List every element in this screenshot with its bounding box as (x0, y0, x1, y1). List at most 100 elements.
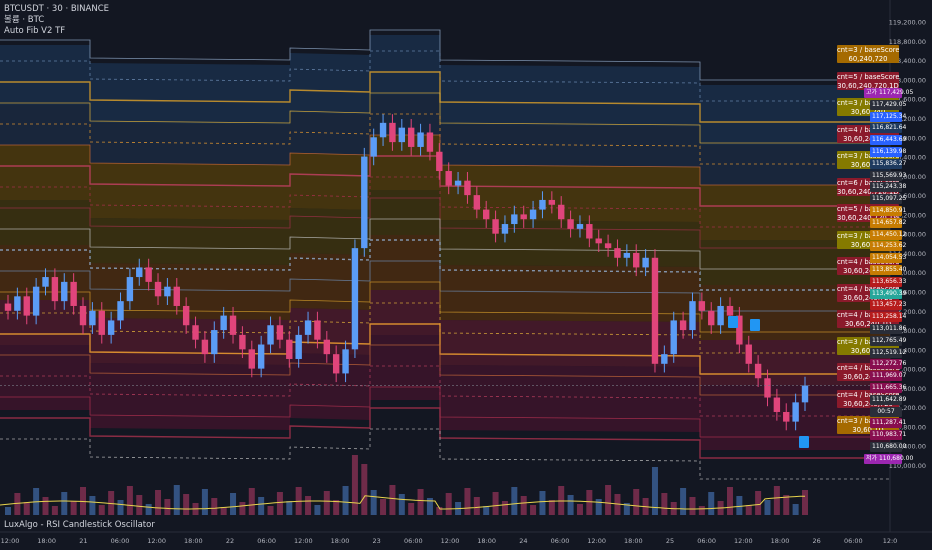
candle-body (267, 325, 274, 345)
candle-body (436, 151, 443, 172)
fib-level-line (0, 344, 890, 396)
oscillator-line (0, 495, 806, 510)
volume-bar (220, 507, 227, 515)
time-axis-tick: 12:00 (147, 537, 166, 545)
tag-line2: 30,60,240 (850, 108, 886, 116)
candle-body (51, 277, 59, 302)
candle-body (32, 286, 40, 316)
price-label: 113,258.14 (870, 312, 907, 323)
price-label: 115,836.27 (870, 158, 907, 169)
fib-zone (0, 35, 890, 145)
fib-level-line (0, 281, 890, 333)
volume-bar (661, 493, 668, 515)
tag-line1: cnt=3 / baseScore= (837, 337, 899, 346)
fib-zone (0, 335, 890, 450)
symbol-title[interactable]: BTCUSDT · 30 · BINANCE (4, 4, 110, 14)
candle-body (726, 305, 734, 316)
volume-bar (492, 492, 499, 515)
candle-body (529, 209, 537, 220)
oscillator-title[interactable]: LuxAlgo - RSI Candlestick Oscillator (4, 520, 155, 530)
autofib-indicator-title[interactable]: Auto Fib V2 TF (4, 26, 66, 36)
tag-line2: 30,60,240,720 (843, 399, 893, 408)
candle-body (773, 397, 781, 412)
time-axis-tick: 12:0 (883, 537, 898, 545)
volume-bar (783, 495, 790, 515)
time-axis-tick: 18:00 (37, 537, 56, 545)
price-label: 113,457.23 (870, 300, 907, 311)
volume-bar (155, 490, 162, 515)
candle-body (182, 305, 190, 326)
candle-body (745, 344, 752, 364)
price-axis-tick: 110,400.00 (889, 443, 926, 451)
volume-bar (61, 492, 68, 515)
volume-bar (389, 485, 396, 515)
time-axis-tick: 12:00 (441, 537, 460, 545)
price-label: 115,243.38 (870, 182, 907, 193)
candle-body (614, 248, 621, 258)
price-axis-tick: 117,200.00 (889, 115, 926, 123)
volume-bar (558, 486, 565, 515)
volume-bar (126, 486, 133, 515)
volume-bar (89, 496, 96, 515)
candle-body (417, 132, 424, 147)
fib-level-line (0, 323, 890, 375)
volume-bar (267, 506, 274, 515)
price-label: 113,656.33 (870, 276, 907, 287)
tag-line2: 30,60,720 (850, 346, 886, 355)
volume-bar (370, 490, 377, 515)
volume-bar (201, 489, 208, 515)
fib-level-line (0, 239, 890, 291)
candle-body (698, 301, 706, 311)
volume-indicator-title[interactable]: 볼륨 · BTC (4, 15, 45, 25)
price-label: 115,097.25 (870, 194, 907, 205)
volume-bar (136, 495, 143, 515)
tag-line1: cnt=5 / baseScore= (837, 72, 899, 81)
price-axis-tick: 112,000.00 (889, 366, 926, 374)
fib-level-line (0, 29, 890, 81)
volume-bar (211, 498, 218, 515)
candle-body (220, 315, 227, 331)
volume-bar (342, 486, 349, 515)
candle-body (304, 320, 312, 335)
time-axis-tick: 24 (519, 537, 527, 545)
time-axis-tick: 21 (79, 537, 87, 545)
candle-body (670, 320, 677, 355)
candle-body (98, 310, 105, 335)
price-axis-tick: 110,000.00 (889, 462, 926, 470)
volume-bar (708, 492, 715, 515)
candle-body (445, 171, 452, 186)
candle-body (736, 315, 743, 345)
fib-level-line (0, 218, 890, 270)
tag-line2: 30,60,240,720 (843, 267, 893, 275)
price-label: 저가 110,680.00 (864, 453, 914, 464)
price-label: 114,450.12 (870, 229, 907, 240)
fib-level-line (0, 197, 890, 249)
fib-level-line (0, 113, 890, 165)
fib-level-line (0, 71, 890, 123)
candle-body (689, 301, 696, 331)
candle-body (342, 349, 349, 374)
price-label: 111,642.89 (870, 394, 907, 405)
volume-bar (361, 464, 368, 515)
volume-bar (595, 499, 602, 515)
price-axis-tick: 111,600.00 (889, 385, 926, 393)
candle-body (492, 219, 499, 234)
tag-line2: 30,60,240,720 (843, 293, 893, 302)
price-label: 114,657.82 (870, 217, 907, 228)
time-axis-tick: 18:00 (331, 537, 350, 545)
time-axis-tick: 18:00 (771, 537, 790, 545)
candle-body (567, 219, 574, 229)
volume-bar (445, 493, 452, 515)
time-axis-tick: 23 (373, 537, 381, 545)
price-axis-tick: 114,400.00 (889, 250, 926, 258)
volume-bar (380, 499, 387, 515)
candle-body (407, 127, 415, 147)
volume-bar (576, 504, 583, 515)
price-axis-tick: 113,600.00 (889, 289, 926, 297)
candle-body (42, 277, 49, 287)
tag-line1: cnt=3 / baseScore= (837, 99, 899, 107)
price-label: 113,855.40 (870, 265, 907, 275)
time-axis-tick: 18:00 (477, 537, 496, 545)
confluence-tag: cnt=3 / baseScore= 60,240,720 (837, 45, 899, 63)
